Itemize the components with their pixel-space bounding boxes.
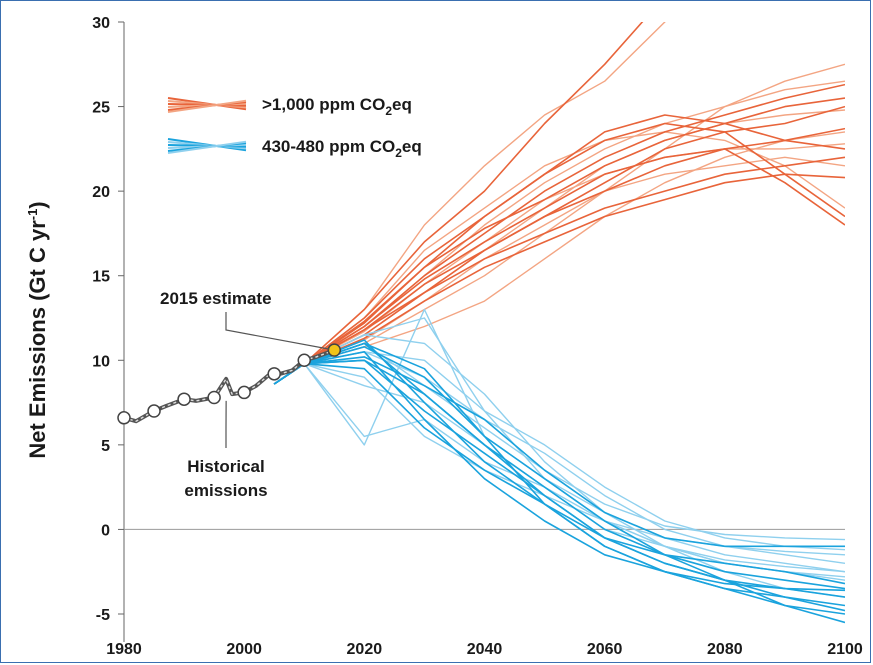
low-scenario-line <box>273 345 845 624</box>
historical-annotation: Historical emissions <box>184 400 268 500</box>
x-tick-label: 2020 <box>347 641 383 658</box>
x-tick-label: 2100 <box>827 641 863 658</box>
low-scenario-line <box>273 359 845 612</box>
y-tick-label: 5 <box>101 438 110 455</box>
historical-point <box>297 353 311 368</box>
y-tick-label: 15 <box>92 269 110 286</box>
y-tick-label: 30 <box>92 15 110 32</box>
y-tick-label: -5 <box>96 607 110 624</box>
legend: >1,000 ppm CO2eq 430-480 ppm CO2eq <box>167 95 422 160</box>
estimate-leader-line <box>225 312 330 350</box>
low-scenario-line <box>273 342 845 615</box>
x-tick-label: 2000 <box>226 641 262 658</box>
y-axis-title: Net Emissions (Gt C yr-1) <box>25 201 50 458</box>
low-scenario-line <box>273 363 845 578</box>
high-scenario-series <box>273 22 845 385</box>
low-scenario-line <box>273 363 845 573</box>
high-scenario-line <box>273 148 845 385</box>
historical-point <box>207 390 221 405</box>
legend-label-low: 430-480 ppm CO2eq <box>262 137 422 160</box>
historical-label-line1: Historical <box>187 457 264 476</box>
high-scenario-line <box>273 83 845 385</box>
historical-series <box>117 343 342 425</box>
estimate-label: 2015 estimate <box>160 289 272 308</box>
historical-point <box>147 404 161 418</box>
x-axis-ticks: 1980 2000 2020 2040 2060 2080 2100 <box>106 641 863 658</box>
historical-point <box>237 385 251 400</box>
high-scenario-line <box>273 22 644 385</box>
historical-line-highlight <box>123 349 335 422</box>
low-scenario-line <box>273 359 845 585</box>
low-scenario-line <box>273 339 845 607</box>
y-tick-label: 20 <box>92 184 110 201</box>
x-tick-label: 2080 <box>707 641 743 658</box>
historical-point <box>177 392 191 406</box>
legend-label-high: >1,000 ppm CO2eq <box>262 95 412 118</box>
x-tick-label: 1980 <box>106 641 142 658</box>
low-scenario-line <box>273 350 845 592</box>
legend-swatch-high <box>167 97 247 113</box>
y-axis-ticks: -5 0 5 10 15 20 25 30 <box>92 15 124 624</box>
legend-swatch-line <box>167 99 247 113</box>
historical-point <box>117 411 131 425</box>
low-scenario-line <box>273 342 845 541</box>
low-scenario-line <box>273 351 845 551</box>
x-tick-label: 2060 <box>587 641 623 658</box>
estimate-point <box>327 343 342 357</box>
low-scenario-line <box>273 363 845 556</box>
legend-swatch-low <box>167 138 247 154</box>
y-tick-label: 25 <box>92 100 110 117</box>
historical-label-line2: emissions <box>184 481 267 500</box>
high-scenario-line <box>273 173 845 385</box>
low-scenario-series <box>273 308 845 624</box>
y-tick-label: 0 <box>101 522 110 539</box>
historical-point <box>267 367 281 381</box>
high-scenario-line <box>273 105 845 385</box>
y-tick-label: 10 <box>92 353 110 370</box>
low-scenario-line <box>273 356 845 548</box>
estimate-annotation: 2015 estimate <box>160 289 330 350</box>
x-tick-label: 2040 <box>467 641 503 658</box>
low-scenario-line <box>273 334 845 598</box>
legend-swatch-line <box>167 140 247 154</box>
high-scenario-line <box>273 97 845 385</box>
